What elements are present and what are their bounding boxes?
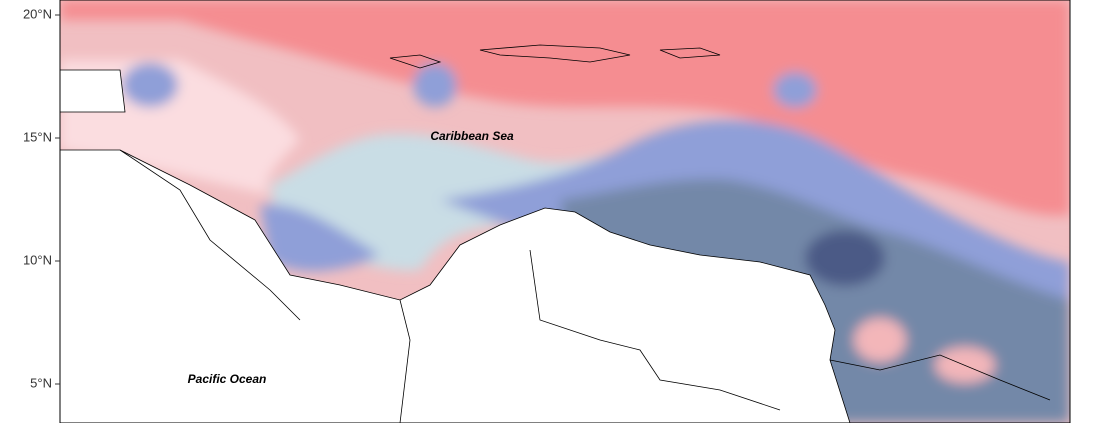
field-antilles bbox=[773, 72, 817, 108]
coastline bbox=[60, 149, 851, 423]
field-belize bbox=[122, 63, 178, 107]
tick-label: 10°N bbox=[23, 252, 52, 267]
land-nodata bbox=[60, 150, 850, 423]
borders bbox=[60, 69, 1051, 423]
heatmap bbox=[60, 0, 1070, 423]
tick-label: 15°N bbox=[23, 129, 52, 144]
field-jamaica bbox=[413, 63, 457, 107]
field-below-west bbox=[260, 204, 380, 272]
islands bbox=[389, 44, 721, 69]
land-yucatan bbox=[60, 70, 125, 112]
field-min bbox=[805, 230, 885, 286]
panel-frame bbox=[59, 0, 1071, 423]
place-label: Caribbean Sea bbox=[430, 129, 514, 143]
place-label: Pacific Ocean bbox=[188, 372, 267, 386]
field-high bbox=[60, 0, 1070, 216]
field-guiana bbox=[854, 318, 906, 362]
tick-label: 5°N bbox=[30, 375, 52, 390]
tick-label: 20°N bbox=[23, 6, 52, 21]
lat-axis: 20°N 15°N 10°N 5°N bbox=[23, 6, 60, 390]
